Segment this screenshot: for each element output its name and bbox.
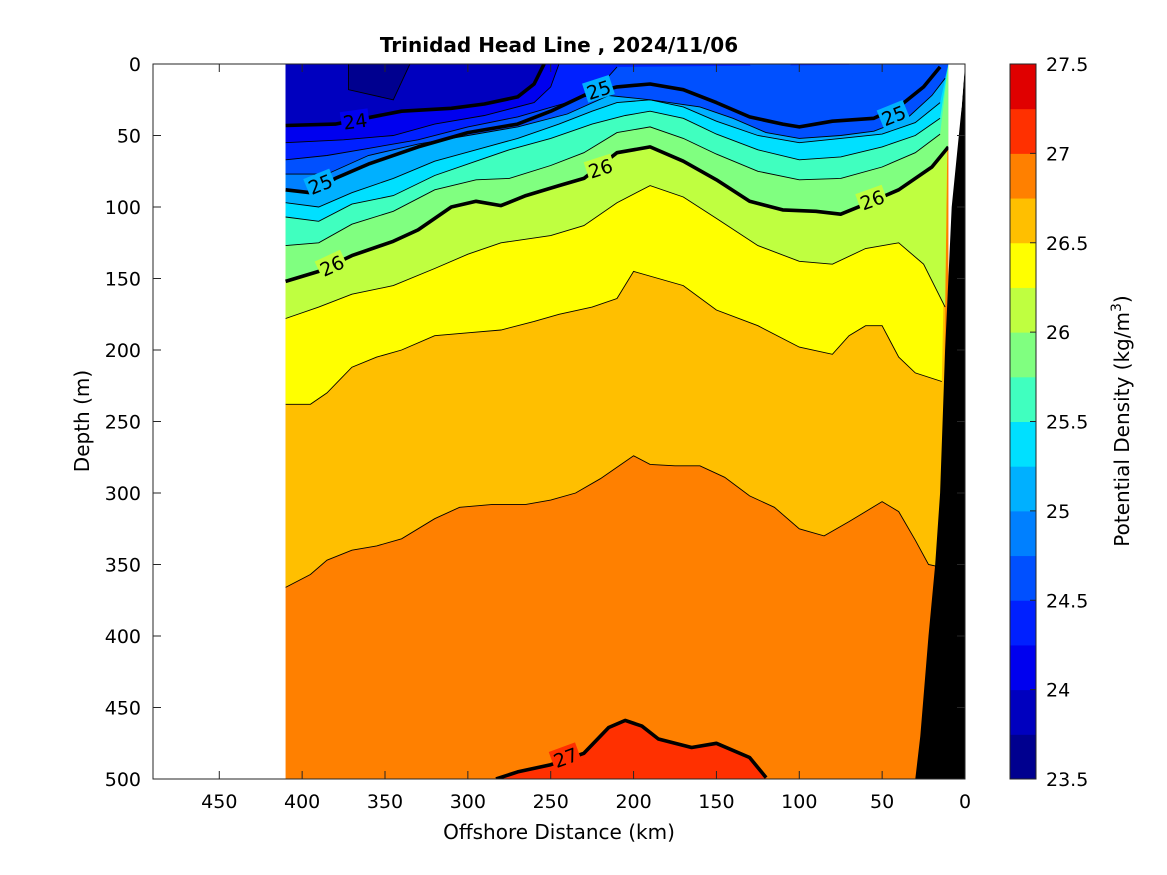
y-axis-label: Depth (m) (70, 370, 94, 472)
colorbar-label-close: ) (1110, 295, 1134, 303)
y-tick-label-200: 200 (105, 340, 141, 362)
x-tick-label-250: 250 (533, 791, 569, 813)
contour-25-25 (285, 99, 941, 208)
contour-23-75 (348, 64, 411, 101)
x-tick-label-400: 400 (284, 791, 320, 813)
colorbar-swatch-14 (1010, 108, 1036, 154)
isopycnal-25 (285, 65, 942, 195)
x-tick-label-450: 450 (201, 791, 237, 813)
plot-area (153, 64, 965, 779)
colorbar-swatch-3 (1010, 600, 1036, 646)
x-tick-label-0: 0 (959, 791, 971, 813)
colorbar-swatch-13 (1010, 153, 1036, 199)
contour-24-75 (285, 78, 946, 175)
colorbar-tick-label-24: 24 (1046, 680, 1070, 702)
y-tick-label-100: 100 (105, 197, 141, 219)
colorbar-swatch-9 (1010, 332, 1036, 378)
contour-label-24: 24 (342, 110, 369, 135)
colorbar-label-text: Potential Density (kg/m (1110, 312, 1134, 547)
colorbar-swatch-1 (1010, 689, 1036, 735)
colorbar-tick-label-26: 26 (1046, 322, 1070, 344)
colorbar (1010, 64, 1036, 780)
seafloor-shape (915, 64, 965, 779)
colorbar-tick-label-26.5: 26.5 (1046, 233, 1088, 255)
colorbar-swatch-5 (1010, 510, 1036, 557)
x-axis-ticks: 450 400 350 300 250 200 150 100 50 0 (201, 64, 971, 813)
contour-label-bg-3 (876, 100, 911, 130)
seafloor-mask (915, 64, 965, 779)
contour-25-5 (285, 110, 941, 222)
band-23-5-top (348, 64, 410, 100)
colorbar-tick-label-23.5: 23.5 (1046, 769, 1088, 791)
contour-label-bg-0 (339, 108, 371, 133)
contour-26-75 (285, 455, 942, 588)
y-tick-label-400: 400 (105, 626, 141, 648)
band-nearshore-a (749, 64, 791, 82)
x-axis-label: Offshore Distance (km) (443, 820, 675, 844)
y-tick-label-150: 150 (105, 269, 141, 291)
colorbar-swatch-6 (1010, 466, 1036, 512)
colorbar-swatch-7 (1010, 421, 1036, 467)
x-tick-label-350: 350 (367, 791, 403, 813)
y-tick-label-500: 500 (105, 769, 141, 791)
y-tick-label-450: 450 (105, 698, 141, 720)
colorbar-swatch-12 (1010, 198, 1036, 244)
nearshore-blank (948, 64, 965, 179)
y-tick-label-300: 300 (105, 483, 141, 505)
isopycnal-27 (495, 718, 768, 779)
contour-24-25 (285, 64, 560, 144)
contour-label-bg-5 (583, 153, 617, 182)
colorbar-swatch-0 (1010, 734, 1036, 780)
contour-25-75 (285, 126, 941, 247)
isopycnal-26 (285, 145, 950, 284)
x-tick-label-200: 200 (615, 791, 651, 813)
colorbar-tick-label-27: 27 (1046, 143, 1070, 165)
x-tick-label-300: 300 (450, 791, 486, 813)
x-tick-label-150: 150 (698, 791, 734, 813)
y-tick-label-50: 50 (117, 126, 141, 148)
colorbar-tick-label-25: 25 (1046, 501, 1070, 523)
contour-26-25 (285, 185, 946, 319)
y-axis-ticks: 0 50 100 150 200 250 300 350 400 450 500 (105, 54, 965, 791)
colorbar-swatch-8 (1010, 376, 1036, 422)
y-tick-label-0: 0 (129, 54, 141, 76)
y-tick-label-250: 250 (105, 412, 141, 434)
colorbar-label-superscript: 3 (1109, 303, 1125, 312)
x-tick-label-100: 100 (781, 791, 817, 813)
chart-title: Trinidad Head Line , 2024/11/06 (380, 33, 738, 57)
colorbar-ticks: 23.5 24 24.5 25 25.5 26 26.5 27 27.5 (1030, 54, 1088, 791)
contour-lines (285, 64, 950, 779)
colorbar-swatch-2 (1010, 644, 1036, 691)
colorbar-tick-label-25.5: 25.5 (1046, 412, 1088, 434)
colorbar-label: Potential Density (kg/m3) (1109, 295, 1134, 546)
contour-label-bg-1 (303, 168, 337, 198)
contour-label-bg-7 (548, 742, 582, 771)
colorbar-swatch-10 (1010, 287, 1036, 333)
colorbar-tick-label-27.5: 27.5 (1046, 54, 1088, 76)
colorbar-swatch-11 (1010, 242, 1036, 288)
contour-26-5 (285, 270, 942, 405)
colorbar-swatch-15 (1010, 64, 1036, 110)
colorbar-tick-label-24.5: 24.5 (1046, 590, 1088, 612)
colorbar-swatch-4 (1010, 555, 1036, 601)
contour-label-bg-6 (855, 184, 889, 214)
contour-bands (285, 64, 949, 779)
contour-label-bg-2 (582, 74, 615, 103)
band-nearshore-b (849, 64, 899, 96)
contour-label-bg-4 (314, 249, 349, 280)
y-tick-label-350: 350 (105, 555, 141, 577)
x-tick-label-50: 50 (870, 791, 894, 813)
